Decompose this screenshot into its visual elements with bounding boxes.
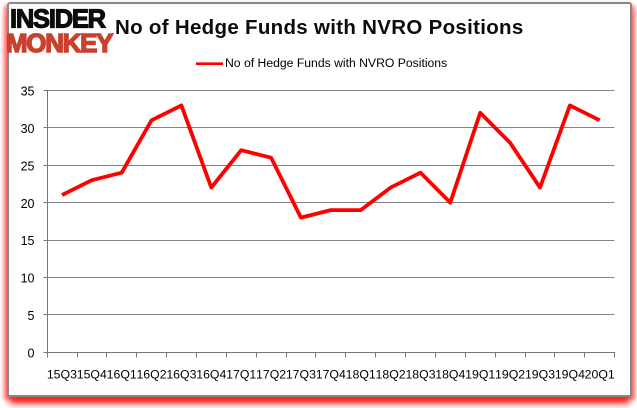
svg-text:10: 10 [21, 272, 35, 286]
svg-text:18Q3: 18Q3 [405, 368, 435, 382]
svg-text:5: 5 [28, 309, 35, 323]
svg-text:30: 30 [21, 122, 35, 136]
svg-text:19Q2: 19Q2 [495, 368, 525, 382]
svg-text:18Q1: 18Q1 [346, 368, 376, 382]
svg-text:19Q1: 19Q1 [465, 368, 495, 382]
svg-text:20Q1: 20Q1 [585, 368, 615, 382]
svg-text:15: 15 [21, 234, 35, 248]
svg-text:16Q1: 16Q1 [107, 368, 137, 382]
svg-text:17Q2: 17Q2 [256, 368, 286, 382]
svg-text:17Q4: 17Q4 [316, 368, 346, 382]
svg-text:19Q3: 19Q3 [525, 368, 555, 382]
svg-text:19Q4: 19Q4 [555, 368, 585, 382]
svg-text:18Q4: 18Q4 [435, 368, 465, 382]
svg-text:16Q3: 16Q3 [166, 368, 196, 382]
svg-text:15Q3: 15Q3 [47, 368, 77, 382]
svg-text:17Q1: 17Q1 [226, 368, 256, 382]
svg-text:16Q4: 16Q4 [196, 368, 226, 382]
svg-text:15Q4: 15Q4 [77, 368, 107, 382]
svg-text:16Q2: 16Q2 [136, 368, 166, 382]
svg-text:17Q3: 17Q3 [286, 368, 316, 382]
svg-text:20: 20 [21, 197, 35, 211]
svg-text:35: 35 [21, 85, 35, 99]
svg-text:0: 0 [28, 346, 35, 360]
svg-text:25: 25 [21, 159, 35, 173]
svg-text:18Q2: 18Q2 [376, 368, 406, 382]
